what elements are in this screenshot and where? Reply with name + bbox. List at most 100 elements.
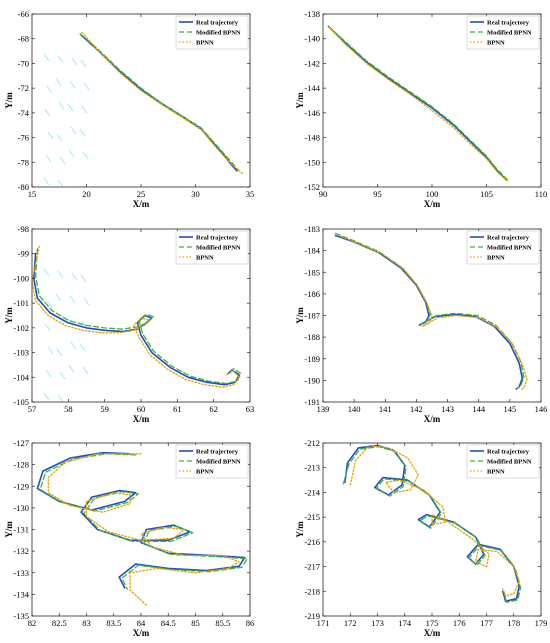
- y-tick-label: -103: [13, 348, 29, 358]
- y-tick-label: -189: [304, 354, 320, 364]
- artifact-streak: [67, 103, 74, 112]
- chart-panel-4: 139 140 141 142 143 144 145 146 -191 -190 -189 -188…: [295, 224, 547, 424]
- legend-label: Modified BPNN: [487, 30, 532, 37]
- x-tick-label: 179: [535, 618, 548, 628]
- x-tick-label: 61: [173, 404, 182, 414]
- artifact-streak: [57, 179, 64, 187]
- chart-panel-1: 15 20 25 30 35 -80 -78 -76 -74 -72 -70 -68 -66 X/m Y/m…: [4, 9, 254, 209]
- x-tick-label: 25: [137, 189, 146, 199]
- x-tick-label: 57: [28, 404, 37, 414]
- artifact-streak: [57, 270, 64, 279]
- x-tick-label: 176: [453, 618, 466, 628]
- x-tick-label: 85: [191, 618, 200, 628]
- y-tick-label: -213: [304, 463, 320, 473]
- legend-label: BPNN: [196, 40, 214, 47]
- x-tick-label: 59: [100, 404, 109, 414]
- legend-label: Modified BPNN: [487, 245, 532, 252]
- cyan-artifact-marks: [43, 268, 90, 402]
- legend-label: Modified BPNN: [487, 459, 532, 466]
- series-line-bpnn: [81, 31, 244, 175]
- artifact-streak: [82, 366, 89, 375]
- chart-panel-6: 171 172 173 174 175 176 177 178 179 -219 -218 -217 -…: [295, 438, 547, 638]
- series-line-modified: [342, 446, 522, 604]
- y-axis-label: Y/m: [295, 92, 305, 109]
- artifact-streak: [83, 297, 90, 306]
- legend-label: Modified BPNN: [196, 459, 241, 466]
- x-tick-label: 175: [426, 618, 439, 628]
- x-tick-label: 140: [348, 404, 361, 414]
- legend-label: Real trajectory: [196, 235, 239, 242]
- y-tick-label: -76: [18, 133, 29, 143]
- x-tick-label: 174: [398, 618, 412, 628]
- y-tick-label: -219: [304, 611, 320, 621]
- artifact-streak: [47, 131, 54, 140]
- artifact-streak: [43, 268, 50, 277]
- y-axis-label: Y/m: [4, 521, 14, 538]
- x-tick-label: 105: [480, 189, 493, 199]
- y-axis-label: Y/m: [295, 521, 305, 538]
- series-line-modified: [327, 25, 508, 181]
- y-tick-label: -130: [13, 503, 29, 513]
- y-axis-label: Y/m: [295, 307, 305, 324]
- x-tick-label: 146: [535, 404, 548, 414]
- legend: Real trajectory Modified BPNN BPNN: [175, 15, 249, 50]
- series-line-bpnn: [47, 453, 240, 606]
- artifact-streak: [71, 272, 78, 281]
- artifact-streak: [80, 274, 87, 283]
- y-tick-label: -152: [304, 182, 320, 192]
- legend-label: BPNN: [196, 469, 214, 476]
- artifact-streak: [71, 57, 78, 66]
- y-tick-label: -188: [304, 332, 320, 342]
- x-tick-label: 100: [426, 189, 439, 199]
- x-axis-label: X/m: [424, 628, 441, 638]
- series-line-real: [327, 25, 507, 181]
- artifact-streak: [82, 151, 89, 160]
- x-axis-label: X/m: [424, 199, 441, 209]
- y-tick-label: -140: [304, 34, 320, 44]
- y-tick-label: -127: [13, 438, 29, 448]
- artifact-streak: [43, 177, 50, 186]
- artifact-streak: [79, 128, 86, 137]
- x-tick-label: 83.5: [106, 618, 121, 628]
- artifact-streak: [43, 53, 50, 62]
- artifact-streak: [46, 85, 53, 94]
- artifact-streak: [69, 295, 76, 304]
- y-tick-label: -131: [13, 525, 29, 535]
- x-tick-label: 35: [246, 189, 255, 199]
- artifact-streak: [83, 82, 90, 91]
- x-tick-label: 30: [191, 189, 200, 199]
- x-axis-label: X/m: [133, 199, 150, 209]
- legend-label: Real trajectory: [487, 449, 530, 456]
- legend-label: Real trajectory: [196, 449, 239, 456]
- y-tick-label: -78: [18, 157, 29, 167]
- artifact-streak: [68, 364, 75, 373]
- y-tick-label: -212: [304, 438, 320, 448]
- x-tick-label: 85.5: [215, 618, 230, 628]
- y-tick-label: -133: [13, 568, 29, 578]
- x-tick-label: 84: [137, 618, 146, 628]
- cyan-artifact-marks: [43, 53, 90, 187]
- y-tick-label: -128: [13, 460, 29, 470]
- series-line-modified: [79, 33, 239, 171]
- series-line-bpnn: [32, 245, 240, 388]
- x-tick-label: 62: [209, 404, 218, 414]
- legend-label: Real trajectory: [487, 235, 530, 242]
- chart-panel-2: 90 95 100 105 110 -152 -150 -148 -146 -144 -142 -14…: [295, 9, 547, 209]
- artifact-streak: [68, 149, 75, 158]
- x-tick-label: 171: [317, 618, 330, 628]
- y-tick-label: -150: [304, 157, 320, 167]
- x-tick-label: 86: [246, 618, 255, 628]
- x-tick-label: 110: [535, 189, 547, 199]
- x-tick-label: 95: [373, 189, 382, 199]
- artifact-streak: [57, 394, 64, 402]
- x-tick-label: 144: [472, 404, 486, 414]
- x-tick-label: 60: [137, 404, 146, 414]
- chart-panel-5: 82 82.5 83 83.5 84 84.5 85 85.5 86 -135 -134 -133 -1…: [4, 438, 254, 638]
- legend-label: BPNN: [196, 255, 214, 262]
- x-tick-label: 172: [344, 618, 357, 628]
- artifact-streak: [44, 108, 51, 117]
- y-tick-label: -129: [13, 481, 29, 491]
- y-tick-label: -135: [13, 611, 29, 621]
- y-tick-label: -216: [304, 537, 320, 547]
